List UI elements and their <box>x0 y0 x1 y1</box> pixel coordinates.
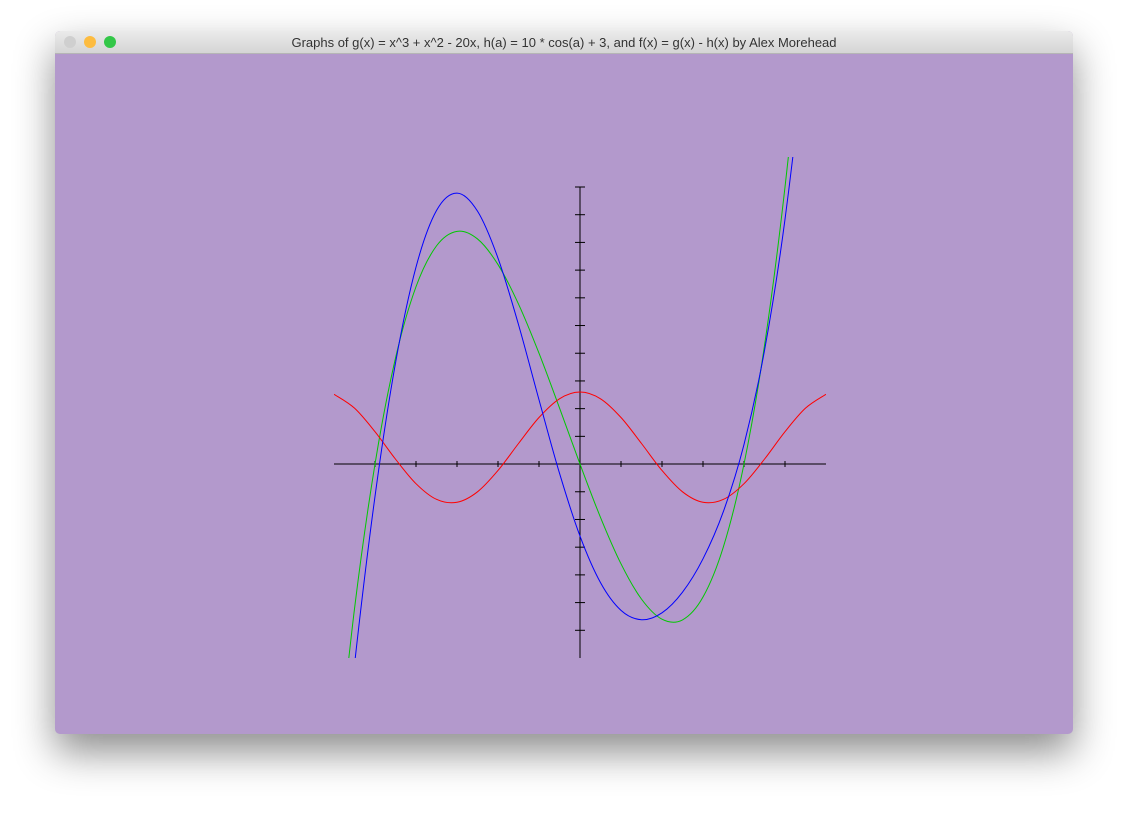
curve <box>354 157 794 658</box>
curve <box>334 391 826 504</box>
window-title: Graphs of g(x) = x^3 + x^2 - 20x, h(a) =… <box>291 35 837 50</box>
minimize-button[interactable] <box>84 36 96 48</box>
zoom-button[interactable] <box>104 36 116 48</box>
window: Graphs of g(x) = x^3 + x^2 - 20x, h(a) =… <box>55 31 1073 734</box>
close-button[interactable] <box>64 36 76 48</box>
title-bar: Graphs of g(x) = x^3 + x^2 - 20x, h(a) =… <box>55 31 1073 54</box>
